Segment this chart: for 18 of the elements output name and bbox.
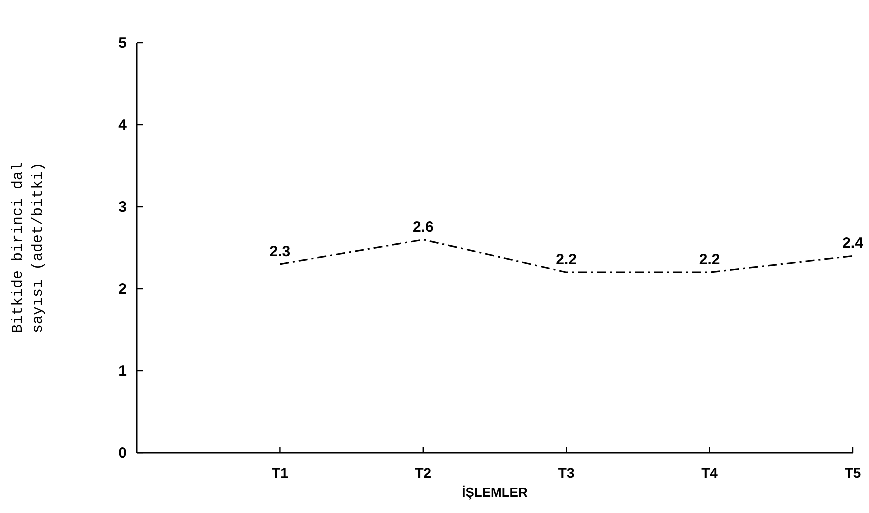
- data-label: 2.3: [270, 243, 291, 260]
- data-label: 2.6: [412, 218, 434, 236]
- y-tick-label: 0: [118, 445, 127, 462]
- y-tick-label: 1: [118, 363, 127, 380]
- x-tick-label: T5: [844, 465, 862, 481]
- y-tick-label: 2: [118, 281, 127, 298]
- data-label: 2.2: [556, 252, 578, 269]
- x-tick-label: T1: [272, 465, 289, 481]
- data-label: 2.4: [842, 235, 864, 252]
- y-tick-label: 5: [118, 35, 127, 52]
- y-tick-label: 4: [118, 117, 128, 134]
- x-tick-label: T3: [558, 465, 575, 481]
- x-tick-label: T4: [702, 465, 718, 481]
- y-tick-label: 3: [118, 199, 127, 216]
- x-tick-label: T2: [415, 465, 432, 481]
- data-label: 2.2: [699, 252, 720, 269]
- y-axis-title: Bitkide birinci dal sayısı (adet/bitki): [10, 162, 47, 334]
- x-axis-title: İŞLEMLER: [462, 485, 528, 500]
